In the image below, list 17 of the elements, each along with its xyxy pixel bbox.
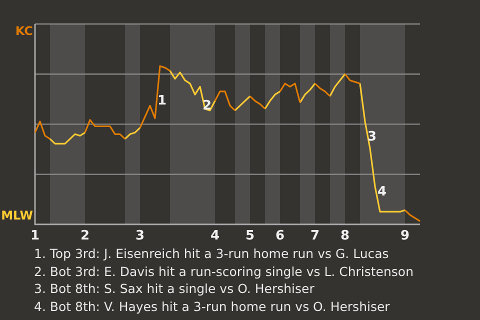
text: KC [15, 24, 34, 38]
x-tick-label: 3 [135, 228, 145, 244]
x-tick-label: 1 [30, 228, 40, 244]
x-tick-label: 5 [245, 228, 255, 244]
text: 1. Top 3rd: J. Eisenreich hit a 3-run home run vs G. Lucas [34, 245, 390, 262]
x-tick-label: 6 [275, 228, 285, 244]
text: 2. Bot 3rd: E. Davis hit a run-scoring single vs L. Christenson [34, 262, 414, 280]
text: 3. Bot 8th: S. Sax hit a single vs O. Hershiser [34, 280, 316, 298]
x-tick-label: 2 [80, 228, 90, 244]
x-tick-label: 8 [340, 228, 350, 244]
annotation: 1 [157, 93, 167, 108]
x-tick-label: 7 [310, 228, 320, 244]
text: 4. Bot 8th: V. Hayes hit a 3-run home run vs O. Hershiser [34, 298, 391, 315]
annotation: 4 [377, 184, 387, 200]
x-tick-label: 9 [400, 228, 410, 244]
text: MLW [1, 208, 33, 223]
x-tick-label: 4 [210, 228, 220, 244]
